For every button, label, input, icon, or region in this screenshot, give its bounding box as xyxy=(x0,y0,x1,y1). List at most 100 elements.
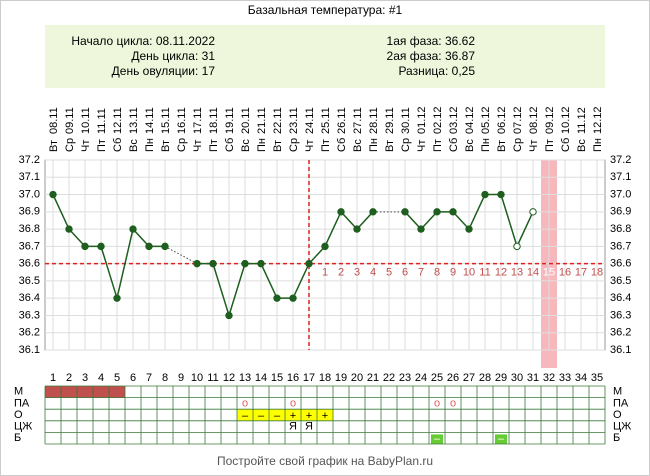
luteal-day: 18 xyxy=(591,267,603,279)
luteal-day: 8 xyxy=(434,267,440,279)
y-tick-label: 36.7 xyxy=(19,240,40,252)
row-text: Я xyxy=(289,421,297,433)
info-text: День цикла: 31 xyxy=(131,49,215,63)
date-label: 22.11 xyxy=(272,107,284,134)
temperature-point xyxy=(353,225,361,233)
footer: Постройте свой график на BabyPlan.ru xyxy=(217,454,433,468)
temperature-line xyxy=(52,194,165,302)
x-tick-label: 24 xyxy=(415,372,427,384)
temperature-point xyxy=(513,242,521,251)
weekday-label: Сб xyxy=(448,138,460,152)
luteal-day: 3 xyxy=(354,267,360,279)
x-tick-label: 34 xyxy=(575,372,587,384)
temperature-point xyxy=(193,259,201,268)
temperature-point xyxy=(113,294,121,302)
x-tick-label: 18 xyxy=(319,372,331,384)
date-label: 09.11 xyxy=(64,107,76,134)
x-tick-label: 14 xyxy=(255,372,267,384)
luteal-day: 10 xyxy=(463,267,475,279)
y-tick-label-right: 37.1 xyxy=(610,171,631,183)
temperature-line xyxy=(197,210,374,318)
weekday-label: Вт xyxy=(384,140,396,152)
luteal-day: 17 xyxy=(575,267,587,279)
y-tick-label-right: 36.2 xyxy=(610,327,631,339)
y-tick-label: 37.0 xyxy=(19,188,40,200)
luteal-day: 12 xyxy=(495,267,507,279)
weekday-label: Пн xyxy=(368,138,380,152)
x-tick-label: 23 xyxy=(399,372,411,384)
date-label: 16.11 xyxy=(176,107,188,134)
temperature-point xyxy=(449,208,457,216)
temperature-point xyxy=(401,208,409,216)
temperature-point xyxy=(481,190,489,199)
date-label: 23.11 xyxy=(288,107,300,134)
temperature-point xyxy=(161,242,169,251)
weekday-label: Чт xyxy=(80,140,92,152)
x-tick-label: 35 xyxy=(591,372,603,384)
x-tick-label: 31 xyxy=(527,372,539,384)
y-tick-label-right: 36.9 xyxy=(610,206,631,218)
x-tick-label: 28 xyxy=(479,372,491,384)
row-fill xyxy=(237,409,253,421)
weekday-label: Ср xyxy=(64,138,76,152)
luteal-day: 11 xyxy=(479,267,490,279)
y-tick-label: 36.8 xyxy=(19,223,40,235)
x-tick-label: 20 xyxy=(351,372,363,384)
row-text: o xyxy=(434,397,440,409)
gap-connector xyxy=(164,245,198,265)
y-tick-label: 36.6 xyxy=(19,258,40,270)
row-text: Я xyxy=(305,421,313,433)
date-label: 12.11 xyxy=(112,107,124,134)
info-text: 2ая фаза: 36.87 xyxy=(387,49,476,63)
weekday-label: Ср xyxy=(400,138,412,152)
temperature-point xyxy=(337,208,345,216)
x-tick-label: 17 xyxy=(303,372,315,384)
x-tick-label: 27 xyxy=(463,372,475,384)
x-tick-label: 25 xyxy=(431,372,443,384)
temperature-point xyxy=(529,208,537,216)
temperature-point xyxy=(241,259,249,268)
x-tick-label: 29 xyxy=(495,372,507,384)
weekday-label: Чт xyxy=(304,140,316,152)
row-fill xyxy=(301,409,317,421)
x-tick-label: 12 xyxy=(223,372,235,384)
date-label: 02.12 xyxy=(432,106,444,134)
row-fill xyxy=(269,409,285,421)
temperature-point xyxy=(497,190,505,199)
row-text: + xyxy=(290,410,296,422)
date-label: 11.11 xyxy=(96,108,108,134)
row-text: o xyxy=(242,397,248,409)
row-text: – xyxy=(242,410,249,422)
luteal-day: 2 xyxy=(338,267,344,279)
date-label: 08.12 xyxy=(528,106,540,134)
row-fill xyxy=(109,386,125,398)
weekday-label: Пн xyxy=(144,138,156,152)
weekday-label: Сб xyxy=(112,138,124,152)
weekday-label: Пт xyxy=(320,139,332,152)
temperature-point xyxy=(49,190,57,199)
y-tick-label-right: 36.7 xyxy=(610,240,631,252)
chart-title: Базальная температура: #1 xyxy=(248,3,403,17)
weekday-label: Вт xyxy=(160,140,172,152)
temperature-point xyxy=(433,208,441,216)
weekday-label: Вс xyxy=(576,139,588,152)
y-tick-label-right: 36.6 xyxy=(610,258,631,270)
x-tick-label: 15 xyxy=(271,372,283,384)
x-tick-label: 10 xyxy=(191,372,203,384)
date-label: 09.12 xyxy=(544,106,556,134)
row-label-right: О xyxy=(613,409,622,421)
weekday-label: Сб xyxy=(224,138,236,152)
date-label: 11.12 xyxy=(576,107,588,134)
weekday-label: Вс xyxy=(128,139,140,152)
y-tick-label-right: 36.4 xyxy=(610,292,631,304)
row-text: – xyxy=(498,433,505,445)
luteal-day: 4 xyxy=(370,267,376,279)
weekday-label: Вт xyxy=(496,140,508,152)
weekday-label: Пт xyxy=(432,139,444,152)
date-label: 30.11 xyxy=(400,107,412,134)
weekday-label: Пн xyxy=(480,138,492,152)
date-label: 03.12 xyxy=(448,106,460,134)
x-tick-label: 33 xyxy=(559,372,571,384)
temperature-point xyxy=(209,259,217,268)
x-tick-label: 30 xyxy=(511,372,523,384)
